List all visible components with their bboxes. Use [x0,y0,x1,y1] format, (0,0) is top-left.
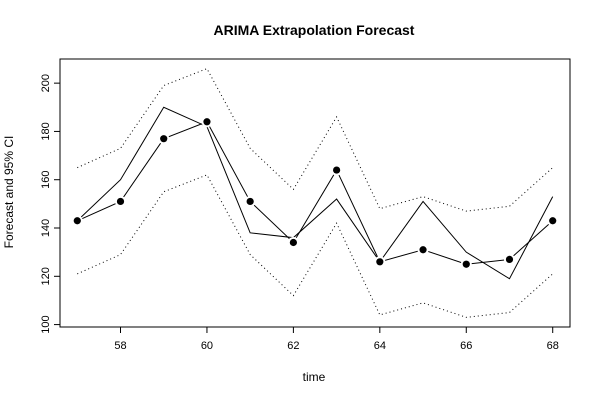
y-axis-label: Forecast and 95% CI [2,136,16,249]
y-tick-label-5: 200 [40,74,52,92]
forecast-point-5 [289,238,297,247]
chart-title: ARIMA Extrapolation Forecast [214,22,415,38]
forecast-point-0 [73,217,81,225]
forecast-point-3 [203,118,211,126]
forecast-point-8 [419,246,427,254]
forecast-point-6 [333,166,341,174]
x-tick-label-2: 62 [287,340,299,352]
x-tick-label-4: 66 [460,340,472,352]
forecast-point-4 [246,197,254,206]
y-tick-label-2: 140 [40,219,52,237]
y-tick-label-0: 100 [40,315,52,333]
forecast-point-10 [505,255,514,263]
x-tick-label-5: 68 [547,340,559,352]
y-tick-label-3: 160 [40,171,52,189]
series-layer [71,68,559,318]
x-tick-label-3: 64 [374,340,386,352]
series-line-3 [77,174,554,318]
x-tick-label-0: 58 [114,340,126,352]
forecast-point-11 [549,217,557,225]
forecast-point-7 [376,258,384,266]
forecast-point-1 [116,197,125,206]
y-tick-label-1: 120 [40,267,52,285]
forecast-point-2 [160,135,168,143]
series-line-1 [77,121,554,265]
series-line-2 [77,68,554,212]
plot-area-frame [59,58,571,328]
y-axis: 100 120 140 160 180 200 [40,74,60,334]
x-tick-label-1: 60 [201,340,213,352]
series-line-0 [76,106,554,280]
y-tick-label-4: 180 [40,122,52,140]
x-axis: 58 60 62 64 66 68 [114,327,559,352]
x-axis-label: time [303,370,326,384]
forecast-point-9 [462,260,470,268]
